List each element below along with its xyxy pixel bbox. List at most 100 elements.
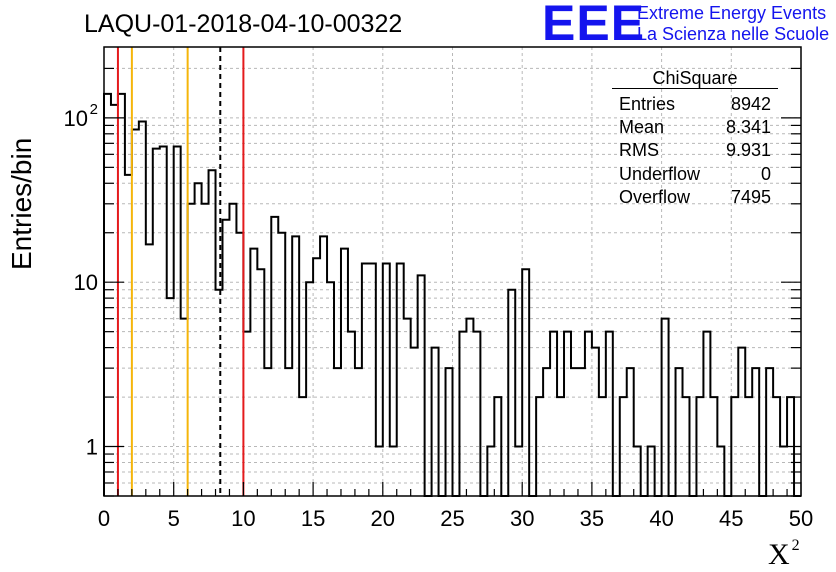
x-axis-label-exponent: 2 [791, 537, 800, 554]
histogram-bin [313, 258, 320, 496]
logo-line-2: La Scienza nelle Scuole [637, 24, 830, 44]
histogram-bin [578, 368, 585, 496]
histogram-bin [397, 263, 404, 496]
histogram-bin [411, 348, 418, 496]
histogram-bin [620, 397, 627, 496]
histogram-bin [390, 447, 397, 496]
histogram-bin [515, 447, 522, 496]
histogram-bin [334, 368, 341, 496]
histogram-bin [494, 397, 501, 496]
stats-value: 8.341 [725, 117, 771, 138]
histogram-bin [717, 447, 724, 496]
y-tick-label: 10 [74, 270, 98, 295]
histogram-bin [125, 175, 132, 496]
x-tick-label: 5 [168, 506, 180, 531]
histogram-bin [118, 94, 125, 496]
histogram-bin [153, 149, 160, 496]
histogram-bin [550, 332, 557, 496]
histogram-bin [683, 397, 690, 496]
histogram-bin [710, 397, 717, 496]
histogram-bin [696, 397, 703, 496]
histogram-bin [752, 368, 759, 496]
histogram-bin [738, 348, 745, 496]
x-tick-label: 45 [719, 506, 743, 531]
histogram-bin [229, 204, 236, 496]
histogram-bin [202, 204, 209, 496]
histogram-bin [292, 236, 299, 496]
stats-value: 8942 [730, 94, 771, 114]
histogram-bin [662, 319, 669, 496]
histogram-bin [564, 332, 571, 496]
histogram-bin [327, 282, 334, 496]
histogram-bin [264, 368, 271, 496]
x-tick-label: 30 [510, 506, 534, 531]
stats-box: ChiSquare Entries 8942 Mean 8.341 RMS 9.931… [612, 68, 778, 209]
histogram-bin [536, 397, 543, 496]
histogram-bin [543, 368, 550, 496]
histogram-bin [146, 244, 153, 496]
histogram-bin [446, 368, 453, 496]
histogram-outline [103, 92, 801, 497]
histogram-bin [418, 275, 425, 496]
histogram-bin [139, 122, 146, 496]
histogram-bin [195, 183, 202, 496]
stats-value: 7495 [730, 186, 771, 207]
histogram-bin [599, 397, 606, 496]
histogram-bin [432, 348, 439, 496]
y-axis-label-box: Entries/bin [6, 138, 37, 270]
histogram-bin [306, 282, 313, 496]
histogram-bin [188, 204, 195, 496]
y-axis-label: Entries/bin [6, 137, 37, 270]
histogram-bin [181, 319, 188, 496]
histogram-bin [592, 348, 599, 496]
stats-row-mean: Mean 8.341 [612, 116, 778, 139]
histogram-bin [236, 233, 243, 496]
histogram-bin [459, 332, 466, 496]
histogram-bin [508, 290, 515, 496]
histogram-bin [174, 146, 181, 496]
stats-value: 0 [760, 163, 771, 184]
stats-row-overflow: Overflow 7495 [612, 186, 778, 209]
x-tick-label: 15 [301, 506, 325, 531]
histogram-bin [766, 368, 773, 496]
histogram-bin [285, 368, 292, 496]
histogram-bin [355, 368, 362, 496]
x-tick-label: 0 [98, 506, 110, 531]
histogram-bin [209, 170, 216, 496]
histogram-bin [222, 220, 229, 496]
histogram-bin [473, 332, 480, 496]
x-tick-label: 35 [580, 506, 604, 531]
stats-label: Overflow [619, 186, 691, 207]
histogram-bin [466, 319, 473, 496]
stats-value: 9.931 [725, 140, 771, 161]
stats-row-rms: RMS 9.931 [612, 139, 778, 162]
histogram-bin [634, 447, 641, 496]
x-tick-label: 40 [649, 506, 673, 531]
histogram-bin [216, 290, 223, 496]
histogram-bin [362, 263, 369, 496]
histogram-bin [703, 332, 710, 496]
histogram-bin [132, 129, 139, 496]
histogram-bin [627, 368, 634, 496]
run-title: LAQU-01-2018-04-10-00322 [84, 10, 403, 38]
stats-row-underflow: Underflow 0 [612, 163, 778, 186]
histogram-bin [167, 298, 174, 496]
histogram-bin [348, 332, 355, 496]
histogram-bin [606, 332, 613, 496]
histogram-bin [369, 263, 376, 496]
y-tick-label: 10 [64, 106, 88, 131]
histogram-bin [250, 249, 257, 496]
histogram-bin [522, 269, 529, 496]
stats-row-entries: Entries 8942 [612, 93, 778, 116]
stats-label: Mean [619, 117, 665, 138]
histogram-bin [780, 447, 787, 496]
histogram-bin [404, 319, 411, 496]
histogram-bin [571, 368, 578, 496]
x-axis-label-text: X [768, 538, 790, 571]
histogram-bin [745, 397, 752, 496]
histogram-bin [299, 397, 306, 496]
histogram-bin [676, 368, 683, 496]
histogram-bin [341, 249, 348, 496]
